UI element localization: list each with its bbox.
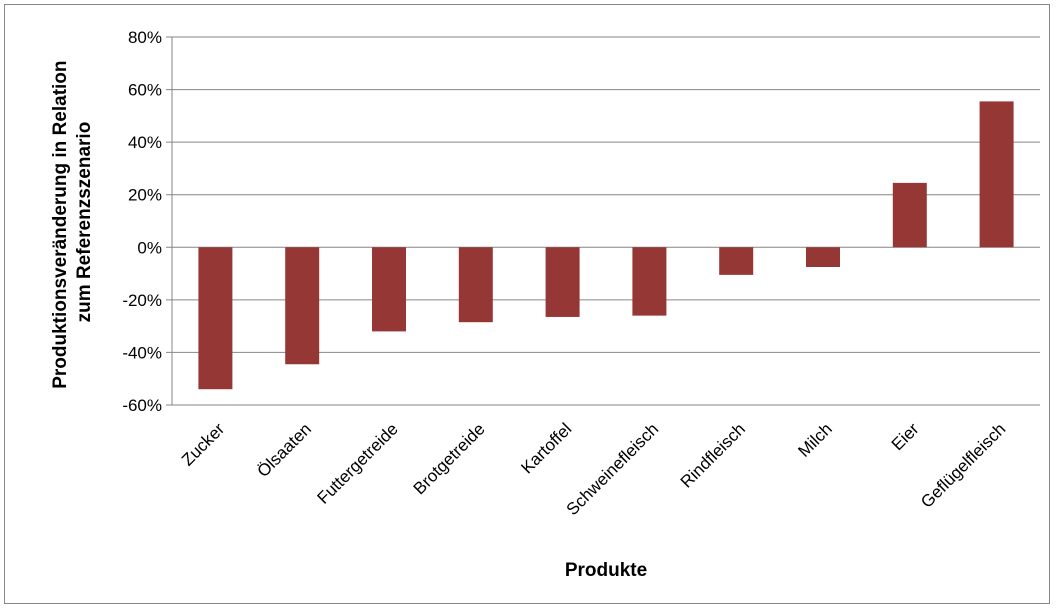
x-tick-label: Milch <box>794 419 835 460</box>
chart-frame <box>4 4 1050 604</box>
bar <box>979 101 1014 248</box>
y-tick-label: -60% <box>122 396 162 415</box>
bar <box>632 247 667 316</box>
y-tick-label: 80% <box>128 28 162 47</box>
x-tick-label: Eier <box>888 419 923 454</box>
bar <box>285 247 320 365</box>
x-axis-title: Produkte <box>565 560 647 581</box>
bar <box>458 247 493 323</box>
x-tick-label: Zucker <box>178 419 228 469</box>
bar <box>892 182 927 248</box>
bar <box>198 247 233 390</box>
y-tick-label: -40% <box>122 343 162 362</box>
bars <box>198 101 1014 390</box>
y-axis-title: Produktionsveränderung in Relation zum R… <box>50 55 95 389</box>
x-tick-label: Futtergetreide <box>314 419 402 507</box>
x-tick-label: Geflügelfleisch <box>917 419 1009 511</box>
x-tick-label: Rindfleisch <box>677 419 749 491</box>
bar <box>545 247 580 317</box>
bar <box>372 247 406 332</box>
y-axis-title-line-1: Produktionsveränderung in Relation <box>50 60 71 388</box>
bar <box>806 247 840 267</box>
y-axis-title-line-2: zum Referenzszenario <box>74 122 95 323</box>
y-tick-label: 20% <box>128 186 162 205</box>
x-tick-label: Schweinefleisch <box>563 419 663 519</box>
y-tick-labels: -60% -40% -20% 0% 20% 40% 60% 80% <box>122 28 162 415</box>
y-tick-label: 60% <box>128 81 162 100</box>
y-tick-label: 40% <box>128 133 162 152</box>
y-tick-label: 0% <box>137 238 162 257</box>
bar <box>719 247 754 275</box>
y-tick-label: -20% <box>122 291 162 310</box>
x-tick-label: Brotgetreide <box>410 419 489 498</box>
x-tick-label: Ölsaaten <box>253 419 315 481</box>
x-tick-label: Kartoffel <box>517 419 575 477</box>
